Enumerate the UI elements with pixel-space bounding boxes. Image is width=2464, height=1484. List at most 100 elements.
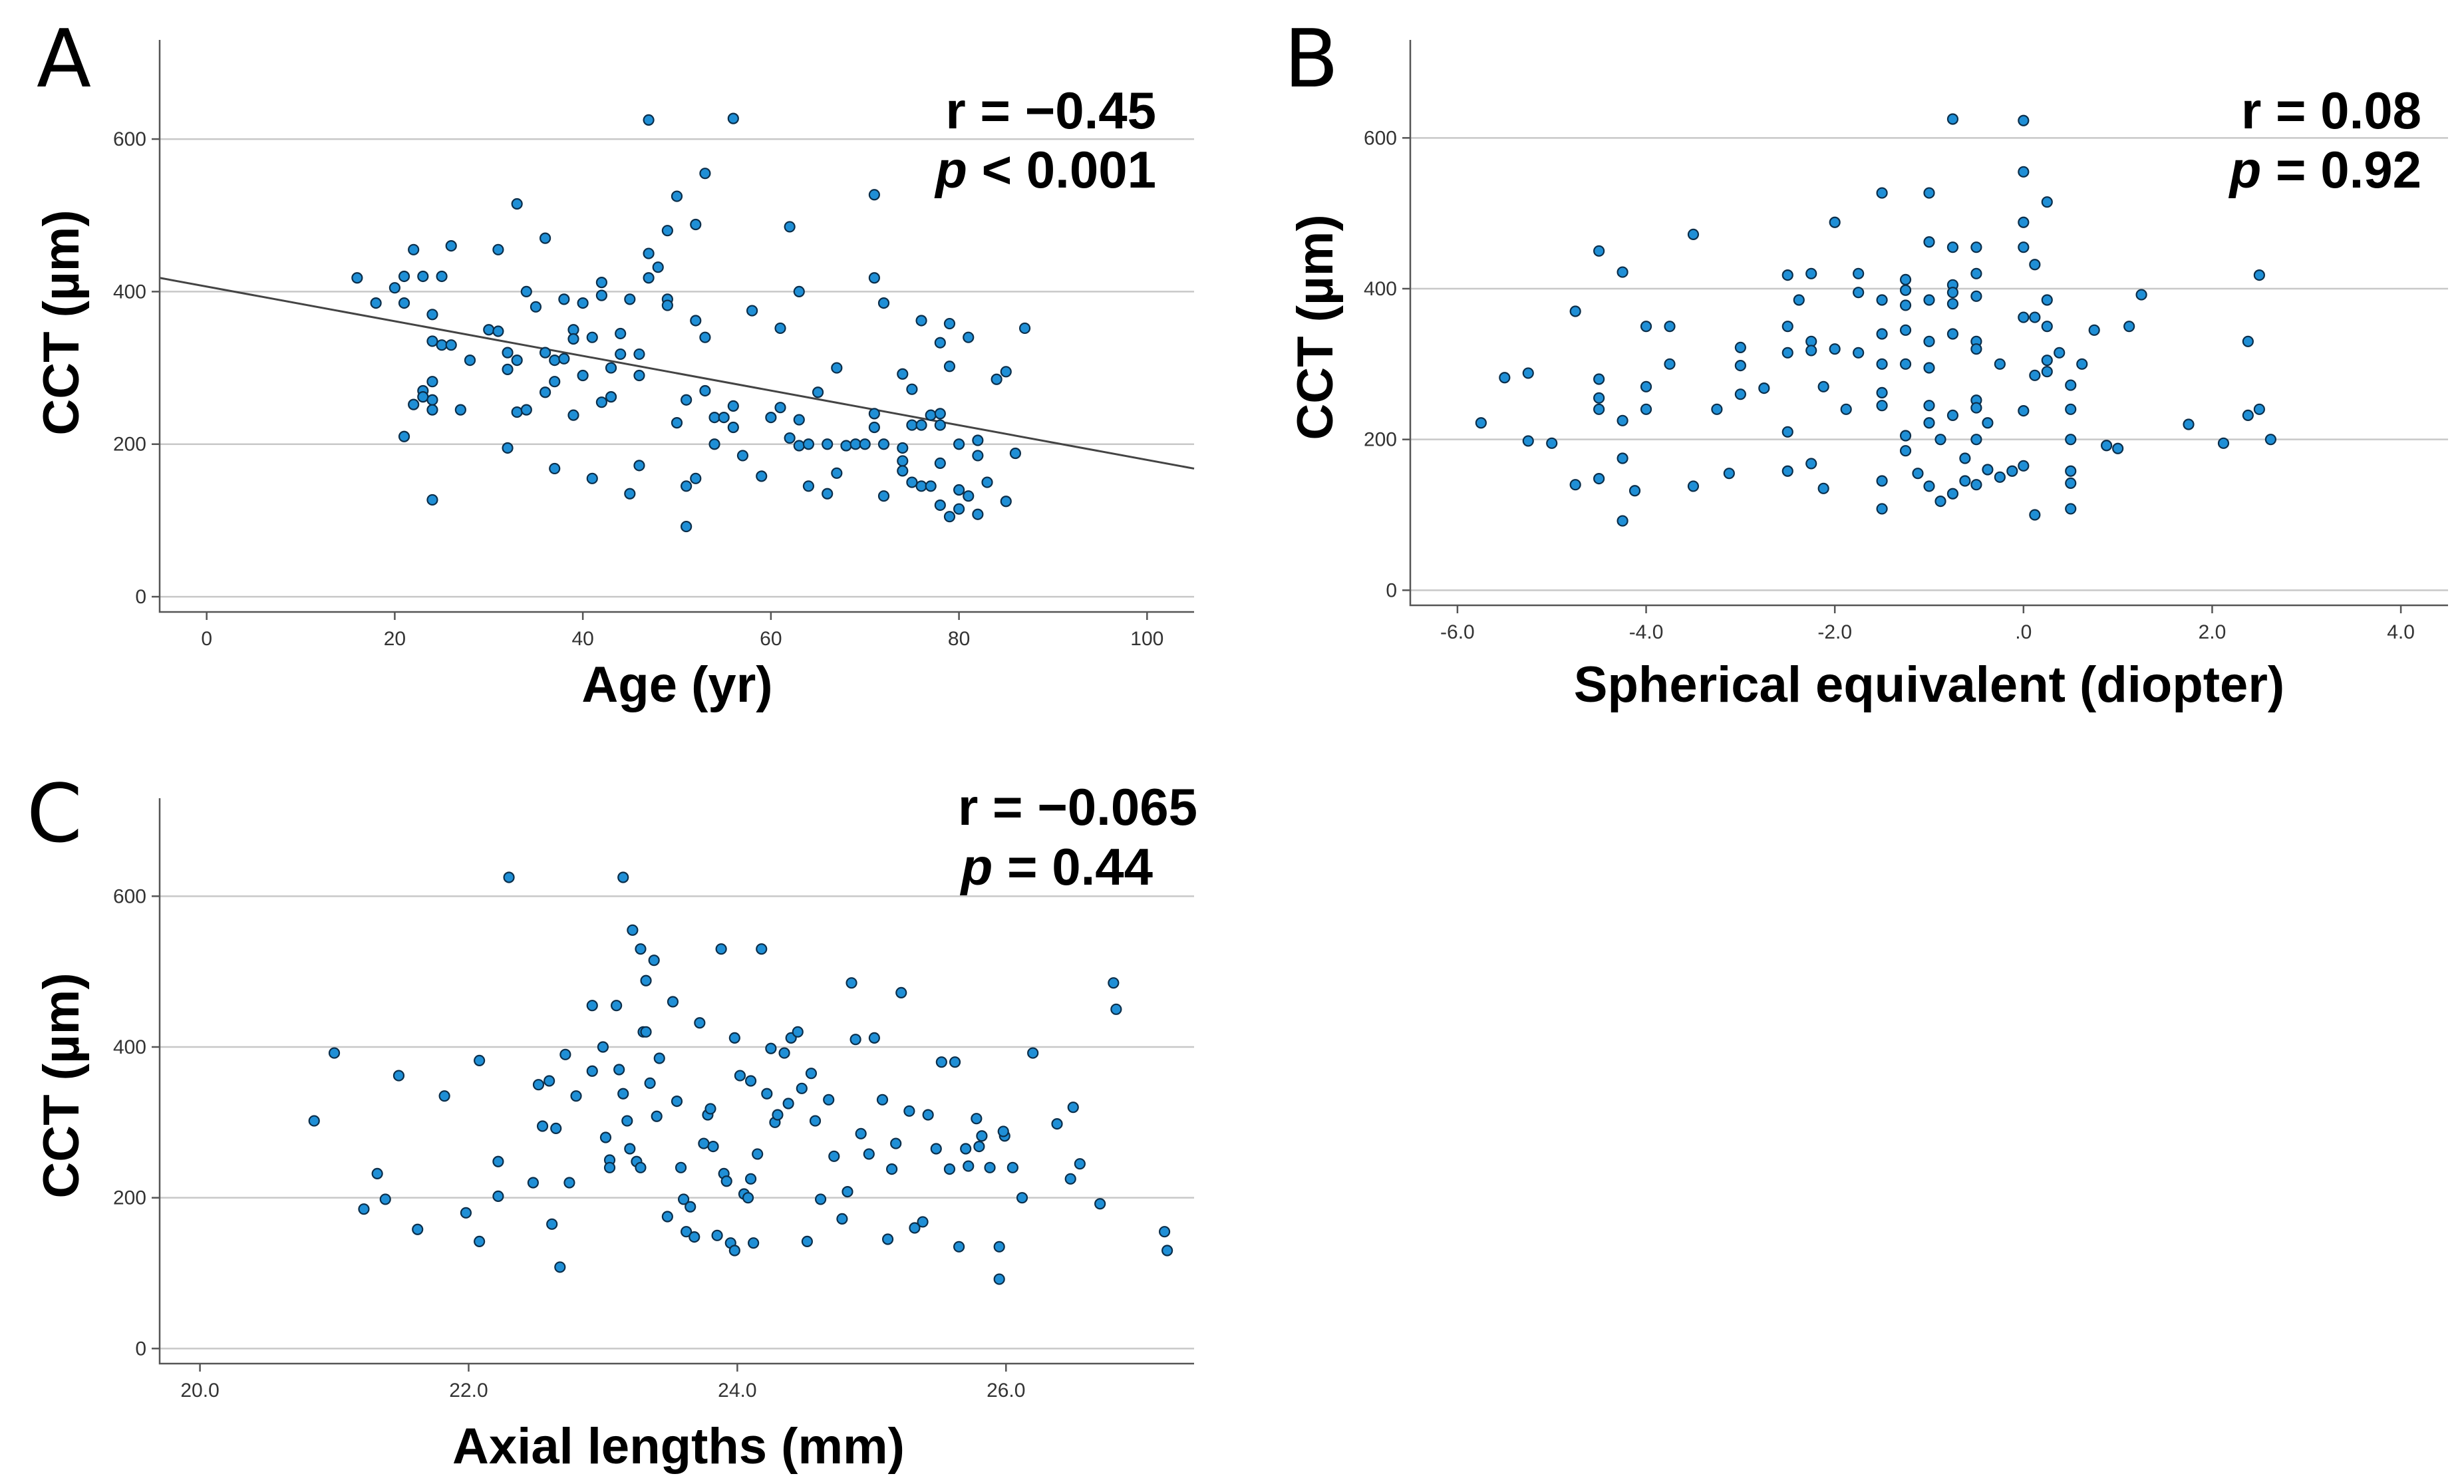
panel-c-data-point — [371, 1167, 383, 1180]
panel-a-data-point — [746, 305, 758, 317]
panel-b-data-point — [1923, 236, 1935, 248]
panel-c-data-point — [711, 1229, 723, 1241]
panel-c-data-point — [599, 1131, 612, 1143]
panel-a-data-point — [963, 331, 975, 343]
panel-c-data-point — [492, 1190, 504, 1203]
panel-b-data-point — [1970, 241, 1982, 253]
panel-a-data-point — [934, 337, 946, 349]
panel-a-stat-p: p < 0.001 — [934, 140, 1156, 199]
panel-a-data-point — [511, 354, 523, 367]
panel-a-gridlines — [160, 138, 1194, 598]
panel-c-data-point — [778, 1047, 790, 1059]
panel-a-data-point — [915, 480, 927, 492]
panel-a-data-point — [483, 324, 495, 336]
panel-letter-c: C — [27, 768, 82, 861]
panel-a-data-point — [426, 335, 438, 347]
panel-a-data-point — [671, 417, 683, 429]
panel-b-data-point — [1640, 321, 1652, 333]
panel-b-data-point — [1923, 294, 1935, 306]
panel-b-data-point — [1959, 475, 1971, 487]
panel-b-data-point — [1946, 113, 1959, 125]
panel-c-data-point — [715, 943, 727, 955]
panel-b-data-point — [1899, 445, 1912, 457]
panel-c-data-point — [635, 943, 647, 955]
panel-c-data-point — [617, 1088, 629, 1100]
panel-a-data-point — [605, 362, 617, 374]
panel-b-stat-p-symbol: p — [2229, 140, 2262, 199]
panel-c-y-axis-label: CCT (µm) — [33, 972, 90, 1198]
panel-a-data-point — [718, 411, 730, 424]
panel-b-data-point — [2029, 259, 2041, 271]
panel-a-data-point — [784, 221, 796, 233]
panel-a-data-point — [831, 467, 843, 479]
panel-b-data-point — [1970, 402, 1982, 414]
panel-c-data-point — [953, 1241, 965, 1253]
panel-c-data-point — [796, 1082, 808, 1094]
panel-a-data-point — [727, 421, 739, 434]
panel-a-data-point — [586, 331, 598, 343]
panel-c-y-tick-label: 0 — [135, 1338, 146, 1360]
panel-b-y-tick-label: 200 — [1364, 429, 1397, 451]
panel-c-data-point — [935, 1056, 947, 1068]
panel-b-data-point — [2018, 216, 2030, 228]
panel-b-data-point — [2054, 347, 2066, 359]
panel-b-data-point — [1664, 321, 1676, 333]
panel-c-data-point — [963, 1160, 975, 1172]
panel-b-data-point — [1899, 358, 1912, 370]
panel-b-data-point — [2041, 196, 2053, 208]
panel-b-data-point — [2065, 379, 2077, 391]
panel-c-data-point — [613, 1064, 625, 1076]
panel-c-data-point — [1051, 1117, 1063, 1130]
panel-c-stat-r: r = −0.065 — [958, 778, 1197, 836]
panel-b-data-point — [2029, 311, 2041, 323]
panel-b-data-point — [1899, 430, 1912, 442]
panel-a-data-point — [398, 297, 410, 309]
panel-b-data-point — [2006, 465, 2018, 477]
panel-b-data-point — [1628, 485, 1641, 497]
panel-a-data-point — [388, 282, 401, 294]
panel-b-data-point — [2065, 434, 2077, 446]
panel-c-data-point — [685, 1201, 696, 1213]
panel-c-data-point — [903, 1105, 915, 1117]
panel-b-data-point — [1912, 468, 1924, 480]
panel-a-data-point — [953, 484, 965, 496]
panel-b-data-point — [2018, 114, 2030, 126]
panel-b-data-point — [1617, 515, 1628, 527]
panel-b-axes — [1409, 40, 2448, 607]
panel-b-data-point — [1617, 266, 1628, 278]
panel-a-data-point — [906, 383, 918, 395]
panel-b-data-point — [1970, 290, 1982, 302]
panel-a-data-point — [727, 400, 739, 412]
panel-c-data-point — [993, 1241, 1005, 1253]
panel-c-data-point — [640, 974, 652, 986]
panel-b-data-point — [2076, 358, 2088, 370]
panel-b-data-point — [1876, 386, 1888, 399]
panel-b-data-point — [2242, 409, 2254, 422]
panel-c-data-point — [728, 1032, 740, 1044]
panel-a-data-point — [736, 450, 749, 462]
panel-a-data-point — [643, 114, 655, 126]
panel-c-data-point — [744, 1173, 757, 1185]
panel-b-data-point — [1982, 417, 1994, 429]
panel-b-data-point — [2088, 324, 2100, 336]
panel-b-data-point — [2018, 311, 2030, 323]
panel-c-data-point — [554, 1261, 566, 1273]
panel-b-data-point — [2135, 289, 2147, 301]
panel-a-stat-r: r = −0.45 — [945, 81, 1156, 140]
panel-c-data-point — [653, 1052, 665, 1064]
panel-a-x-tick-label: 40 — [571, 628, 593, 650]
panel-c-data-point — [1094, 1198, 1106, 1210]
panel-c: C 0 200 400 600 20.0 22.0 24.0 26.0 CCT (µm) A… — [27, 768, 1197, 1475]
panel-c-data-point — [1027, 1047, 1039, 1059]
panel-a-data-point — [436, 270, 448, 283]
panel-a-data-point — [690, 315, 702, 327]
panel-a-stat-p-value: < 0.001 — [967, 140, 1156, 199]
panel-b-data-point — [1959, 452, 1971, 464]
panel-c-data-point — [881, 1233, 894, 1245]
panel-b-data-point — [1923, 417, 1935, 429]
panel-c-data-point — [707, 1140, 719, 1153]
panel-c-y-tick-label: 600 — [113, 885, 146, 907]
panel-a-data-point — [681, 480, 693, 492]
panel-a-data-point — [915, 315, 927, 327]
panel-b-data-point — [1899, 284, 1912, 296]
